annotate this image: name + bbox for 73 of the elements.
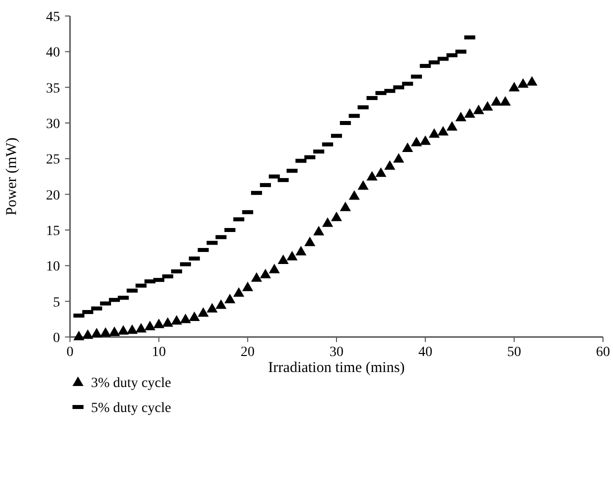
point bbox=[304, 236, 316, 246]
y-tick-label: 5 bbox=[53, 295, 60, 310]
point bbox=[278, 254, 289, 264]
point bbox=[348, 190, 360, 200]
point bbox=[366, 171, 378, 180]
point bbox=[180, 314, 191, 324]
y-tick-label: 10 bbox=[46, 260, 60, 275]
point bbox=[420, 135, 431, 145]
point bbox=[438, 126, 449, 136]
point bbox=[136, 322, 147, 332]
point bbox=[384, 160, 396, 170]
x-axis-title: Irradiation time (mins) bbox=[268, 360, 405, 376]
point bbox=[340, 202, 351, 212]
y-tick-label: 40 bbox=[46, 46, 60, 61]
x-tick-label: 50 bbox=[507, 345, 522, 360]
point bbox=[375, 167, 386, 177]
point bbox=[473, 104, 484, 114]
point bbox=[295, 246, 306, 256]
point bbox=[286, 250, 298, 260]
x-tick-label: 30 bbox=[330, 345, 344, 360]
point bbox=[144, 320, 156, 330]
point bbox=[428, 128, 440, 138]
x-tick-label: 40 bbox=[418, 345, 432, 360]
point bbox=[108, 326, 120, 336]
point bbox=[91, 328, 102, 338]
point bbox=[313, 226, 324, 236]
point bbox=[233, 287, 244, 297]
point bbox=[73, 330, 84, 340]
point bbox=[410, 136, 422, 146]
point bbox=[482, 101, 494, 111]
point bbox=[508, 82, 520, 92]
point bbox=[206, 302, 218, 312]
y-axis-title: Power (mW) bbox=[4, 138, 20, 216]
point bbox=[358, 180, 369, 190]
y-tick-label: 45 bbox=[46, 10, 60, 25]
y-tick-label: 15 bbox=[46, 224, 60, 239]
point bbox=[464, 108, 476, 118]
x-tick-label: 10 bbox=[152, 345, 166, 360]
point bbox=[251, 272, 262, 282]
x-tick-label: 60 bbox=[596, 345, 610, 360]
y-tick-label: 30 bbox=[46, 117, 60, 132]
legend-label: 5% duty cycle bbox=[91, 401, 172, 416]
point bbox=[118, 325, 129, 335]
y-tick-label: 35 bbox=[46, 81, 60, 96]
point bbox=[500, 96, 511, 106]
y-tick-label: 20 bbox=[46, 188, 60, 204]
point bbox=[526, 76, 538, 86]
point bbox=[242, 282, 254, 292]
y-tick-label: 25 bbox=[46, 152, 60, 168]
legend-label: 3% duty cycle bbox=[91, 376, 172, 391]
x-tick-label: 0 bbox=[66, 345, 74, 360]
point bbox=[198, 307, 209, 317]
point bbox=[446, 121, 458, 131]
point bbox=[153, 318, 164, 328]
point bbox=[216, 299, 227, 309]
point bbox=[490, 96, 502, 106]
point bbox=[455, 112, 466, 122]
point bbox=[518, 78, 529, 88]
point bbox=[402, 142, 414, 152]
point bbox=[393, 153, 404, 163]
point bbox=[268, 264, 280, 274]
y-tick-label: 0 bbox=[53, 331, 60, 346]
point bbox=[162, 317, 174, 327]
point bbox=[260, 268, 271, 278]
point bbox=[322, 217, 334, 227]
point bbox=[82, 329, 94, 339]
point bbox=[171, 315, 182, 325]
point bbox=[126, 324, 138, 334]
x-tick-label: 20 bbox=[240, 345, 255, 360]
point bbox=[100, 327, 112, 337]
point bbox=[188, 312, 200, 322]
point bbox=[331, 212, 342, 222]
point bbox=[224, 294, 236, 304]
